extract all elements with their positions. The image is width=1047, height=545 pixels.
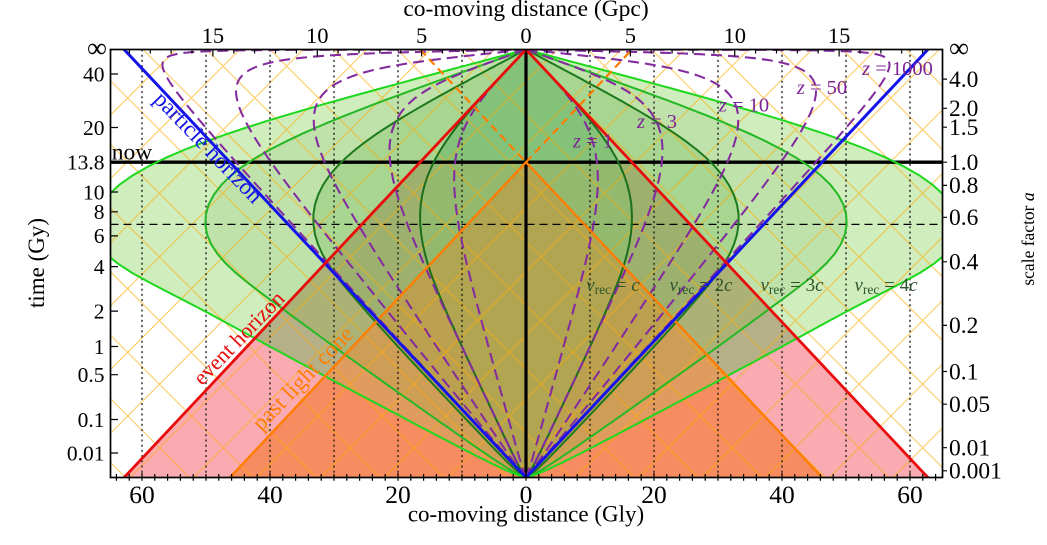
svg-text:vrec = c: vrec = c <box>586 275 640 297</box>
svg-text:40: 40 <box>83 62 105 86</box>
svg-text:20: 20 <box>385 480 411 509</box>
svg-text:13.8: 13.8 <box>67 151 105 175</box>
svg-text:0.05: 0.05 <box>949 392 990 418</box>
svg-text:1: 1 <box>94 335 105 359</box>
svg-text:2: 2 <box>94 299 105 323</box>
svg-text:1.5: 1.5 <box>949 115 978 141</box>
svg-text:0.001: 0.001 <box>949 459 1002 485</box>
svg-text:4.0: 4.0 <box>949 67 978 93</box>
svg-text:8: 8 <box>94 200 105 224</box>
svg-text:0.1: 0.1 <box>78 408 105 432</box>
svg-text:4: 4 <box>94 255 105 279</box>
svg-text:15: 15 <box>202 23 225 48</box>
svg-text:co-moving distance (Gly): co-moving distance (Gly) <box>408 502 644 527</box>
svg-text:60: 60 <box>897 480 923 509</box>
svg-text:0: 0 <box>520 23 531 48</box>
svg-text:6: 6 <box>94 224 105 248</box>
svg-text:2.0: 2.0 <box>949 96 978 122</box>
svg-text:∞: ∞ <box>87 33 107 64</box>
svg-text:∞: ∞ <box>949 33 969 64</box>
svg-text:0.4: 0.4 <box>949 250 979 276</box>
svg-text:5: 5 <box>416 23 427 48</box>
svg-text:z = 10: z = 10 <box>718 95 769 117</box>
svg-text:time (Gy): time (Gy) <box>24 218 49 308</box>
svg-text:10: 10 <box>83 180 105 204</box>
svg-text:0.6: 0.6 <box>949 205 979 231</box>
svg-text:z = 1: z = 1 <box>572 131 613 153</box>
svg-text:0.2: 0.2 <box>949 313 978 339</box>
svg-text:60: 60 <box>129 480 155 509</box>
svg-text:20: 20 <box>83 116 105 140</box>
svg-text:0.01: 0.01 <box>949 436 990 462</box>
svg-text:z = 3: z = 3 <box>636 111 677 133</box>
svg-text:now: now <box>112 140 153 166</box>
svg-text:40: 40 <box>257 480 283 509</box>
svg-text:10: 10 <box>306 23 329 48</box>
svg-text:20: 20 <box>641 480 667 509</box>
svg-text:0.1: 0.1 <box>949 359 978 385</box>
svg-text:0: 0 <box>520 480 533 509</box>
svg-text:scale factor a: scale factor a <box>1018 192 1038 286</box>
svg-text:0.8: 0.8 <box>949 173 978 199</box>
svg-text:co-moving distance (Gpc): co-moving distance (Gpc) <box>403 0 648 22</box>
svg-text:1.0: 1.0 <box>949 150 978 176</box>
svg-text:15: 15 <box>828 23 851 48</box>
svg-text:5: 5 <box>625 23 636 48</box>
svg-text:0.5: 0.5 <box>78 363 105 387</box>
svg-text:0.01: 0.01 <box>67 441 105 465</box>
svg-text:z = 50: z = 50 <box>796 77 847 99</box>
svg-text:40: 40 <box>769 480 795 509</box>
svg-text:z = 1000: z = 1000 <box>861 58 933 80</box>
svg-text:10: 10 <box>723 23 746 48</box>
